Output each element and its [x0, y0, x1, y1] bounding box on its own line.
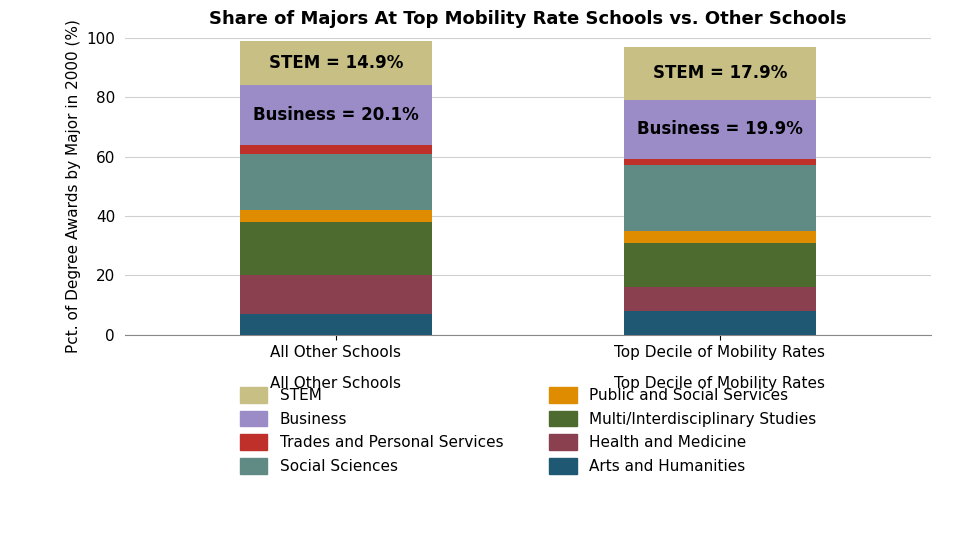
- Title: Share of Majors At Top Mobility Rate Schools vs. Other Schools: Share of Majors At Top Mobility Rate Sch…: [209, 10, 847, 28]
- Text: All Other Schools: All Other Schools: [271, 376, 401, 392]
- Bar: [240, 40, 432, 85]
- Bar: [624, 165, 816, 231]
- Bar: [240, 275, 432, 314]
- Bar: [624, 231, 816, 243]
- Text: Business = 20.1%: Business = 20.1%: [253, 106, 419, 124]
- Bar: [624, 311, 816, 335]
- Bar: [240, 153, 432, 210]
- Bar: [240, 145, 432, 153]
- Text: STEM = 17.9%: STEM = 17.9%: [653, 64, 787, 82]
- Bar: [624, 46, 816, 100]
- Text: Top Decile of Mobility Rates: Top Decile of Mobility Rates: [614, 376, 826, 392]
- Bar: [240, 314, 432, 335]
- Legend: STEM, Business, Trades and Personal Services, Social Sciences, Public and Social: STEM, Business, Trades and Personal Serv…: [240, 387, 816, 474]
- Bar: [624, 243, 816, 287]
- Text: STEM = 14.9%: STEM = 14.9%: [269, 54, 403, 72]
- Bar: [624, 159, 816, 165]
- Bar: [240, 85, 432, 145]
- Bar: [240, 210, 432, 222]
- Text: Business = 19.9%: Business = 19.9%: [637, 120, 803, 138]
- Bar: [624, 287, 816, 311]
- Bar: [624, 100, 816, 159]
- Y-axis label: Pct. of Degree Awards by Major in 2000 (%): Pct. of Degree Awards by Major in 2000 (…: [65, 19, 81, 353]
- Bar: [240, 222, 432, 275]
